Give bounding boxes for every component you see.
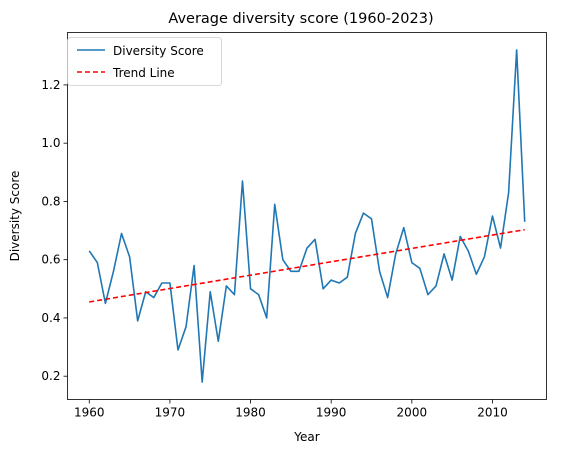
series-line-trend-line (89, 228, 525, 303)
plot-area (67, 32, 547, 400)
legend-box (67, 37, 222, 86)
y-axis: 0.2 0.4 0.6 0.8 1.0 1.2 (41, 78, 68, 383)
plot-frame (67, 32, 547, 400)
legend-label-diversity-score: Diversity Score (113, 44, 204, 58)
y-tick-label: 0.8 (41, 194, 60, 208)
y-tick-label: 1.0 (41, 136, 60, 150)
y-tick-label: 1.2 (41, 78, 60, 92)
series-layer (88, 49, 526, 383)
y-tick-label: 0.4 (41, 311, 60, 325)
y-tick-label: 0.2 (41, 369, 60, 383)
series-line-diversity-score (88, 49, 526, 383)
y-tick-label: 0.6 (41, 253, 60, 267)
x-tick-label: 2000 (397, 406, 428, 420)
y-axis-label: Diversity Score (8, 171, 22, 262)
x-axis-label: Year (293, 430, 319, 444)
x-tick-label: 2010 (477, 406, 508, 420)
legend-label-trend-line: Trend Line (112, 66, 175, 80)
legend: Diversity Score Trend Line (67, 37, 222, 86)
x-axis: 1960 1970 1980 1990 2000 2010 (74, 399, 508, 420)
x-tick-label: 1960 (74, 406, 105, 420)
chart-title: Average diversity score (1960-2023) (168, 11, 433, 27)
x-tick-label: 1980 (235, 406, 266, 420)
x-tick-label: 1970 (155, 406, 186, 420)
x-tick-label: 1990 (316, 406, 347, 420)
